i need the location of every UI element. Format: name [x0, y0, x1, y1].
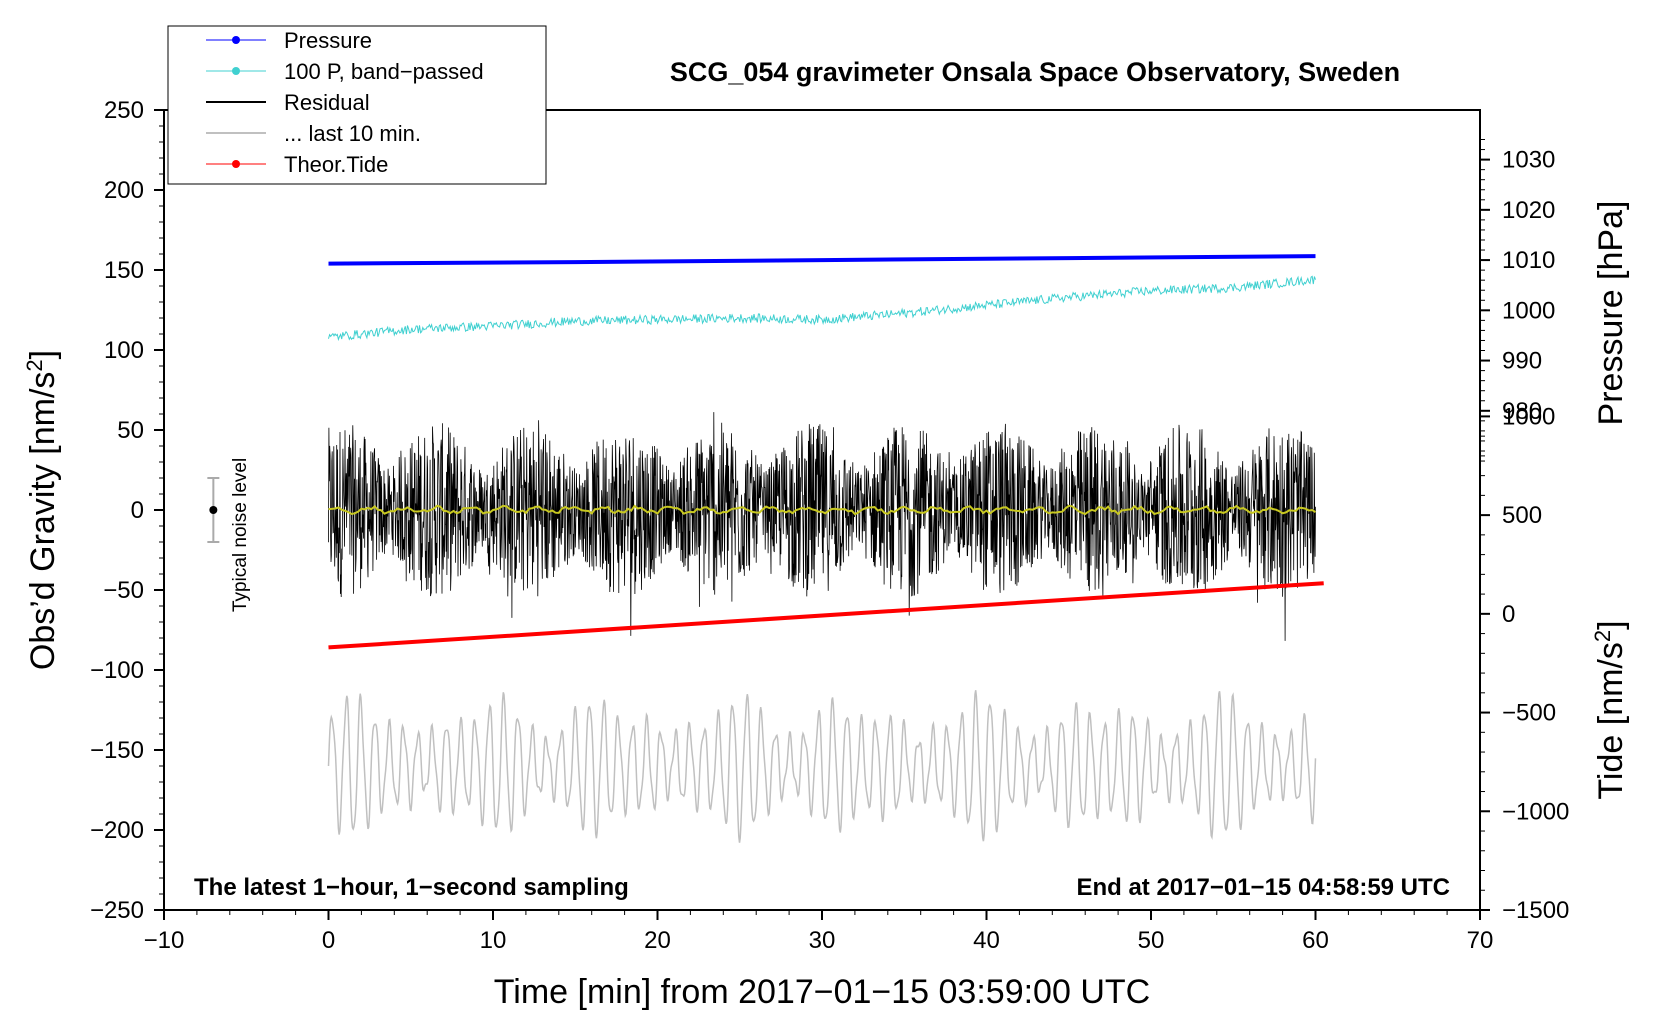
x-tick-label: 20	[644, 927, 671, 954]
last-10-min-line	[327, 690, 1317, 843]
tide-tick-label: 0	[1502, 601, 1515, 628]
y-axis-left-title-tail: ]	[24, 350, 62, 359]
y-axis-tide-title-tail: ]	[1592, 620, 1630, 629]
y-tick-label: −250	[90, 897, 144, 924]
pressure-tick-label: 1020	[1502, 197, 1555, 224]
y-tick-label: −100	[90, 657, 144, 684]
y-axis-tide-title-main: Tide [nm/s	[1592, 642, 1630, 799]
y-axis-left-title-sup: 2	[22, 359, 47, 371]
y-tick-label: 200	[104, 177, 144, 204]
residual-mean	[328, 504, 1317, 516]
theoretical-tide-series	[328, 581, 1324, 650]
y-axis-pressure-title: Pressure [hPa]	[1592, 201, 1630, 426]
tide-tick-label: 1000	[1502, 403, 1555, 430]
legend-label: ... last 10 min.	[284, 121, 421, 146]
legend-box	[167, 25, 547, 185]
x-tick-label: 10	[480, 927, 507, 954]
y-axis-left-title-main: Obs’d Gravity [nm/s	[24, 372, 62, 671]
x-tick-label: 70	[1467, 927, 1494, 954]
tide-tick-label: −1500	[1502, 897, 1569, 924]
pressure-tick-label: 1010	[1502, 247, 1555, 274]
tide-tick-label: −1000	[1502, 798, 1569, 825]
y-axis-left-title: Obs’d Gravity [nm/s2]	[22, 350, 63, 670]
y-tick-label: −200	[90, 817, 144, 844]
y-tick-label: 250	[104, 97, 144, 124]
last-10-min-series	[327, 690, 1317, 843]
y-tick-label: −50	[103, 577, 144, 604]
y-axis-tide-title-sup: 2	[1590, 630, 1615, 642]
x-tick-label: 40	[973, 927, 1000, 954]
tide-line	[328, 581, 1324, 650]
legend-swatch-dot	[232, 67, 240, 75]
noise-bar-center	[209, 506, 218, 514]
band-passed-pressure-series	[328, 275, 1316, 342]
x-axis-title: Time [min] from 2017−01−15 03:59:00 UTC	[494, 973, 1150, 1011]
pressure-tick-label: 980	[1502, 398, 1542, 425]
legend: Pressure 100 P, band−passed Residual ... la…	[167, 25, 547, 185]
x-tick-label: 50	[1138, 927, 1165, 954]
y-axis-left: 250 200 150 100 50 0 −50 −100 −150 −200 −250	[90, 97, 164, 924]
residual-mean-line	[328, 504, 1317, 516]
end-time-note: End at 2017−01−15 04:58:59 UTC	[1076, 874, 1450, 901]
chart-title: SCG_054 gravimeter Onsala Space Observat…	[670, 57, 1400, 87]
y-tick-label: −150	[90, 737, 144, 764]
tide-tick-label: 500	[1502, 502, 1542, 529]
legend-swatch-dot	[232, 36, 240, 44]
tide-tick-label: −500	[1502, 700, 1556, 727]
x-tick-label: 0	[322, 927, 335, 954]
pressure-tick-label: 1000	[1502, 297, 1555, 324]
residual-line	[328, 412, 1316, 641]
legend-label: 100 P, band−passed	[284, 59, 484, 84]
legend-label: Pressure	[284, 28, 372, 53]
x-axis: −10 0 10 20 30 40 50 60 70	[144, 910, 1494, 954]
y-axis-tide: 1000 500 0 −500 −1000 −1500	[1480, 403, 1569, 924]
x-tick-label: −10	[144, 927, 185, 954]
y-axis-pressure: 1030 1020 1010 1000 990 980	[1480, 139, 1555, 462]
legend-label: Theor.Tide	[284, 152, 388, 177]
x-tick-label: 60	[1302, 927, 1329, 954]
legend-swatch-dot	[232, 160, 240, 168]
legend-label: Residual	[284, 90, 370, 115]
pressure-tick-label: 1030	[1502, 147, 1555, 174]
y-tick-label: 0	[131, 497, 144, 524]
pressure-series	[328, 254, 1316, 266]
y-tick-label: 150	[104, 257, 144, 284]
residual-series	[328, 412, 1316, 641]
pressure-tick-label: 990	[1502, 348, 1542, 375]
y-tick-label: 50	[117, 417, 144, 444]
noise-label: Typical noise level	[230, 458, 251, 612]
band-passed-line	[328, 275, 1316, 342]
y-axis-tide-title: Tide [nm/s2]	[1590, 620, 1631, 799]
x-tick-label: 30	[809, 927, 836, 954]
sampling-note: The latest 1−hour, 1−second sampling	[194, 874, 629, 901]
y-tick-label: 100	[104, 337, 144, 364]
typical-noise-bar	[207, 477, 220, 543]
pressure-line	[328, 254, 1316, 266]
